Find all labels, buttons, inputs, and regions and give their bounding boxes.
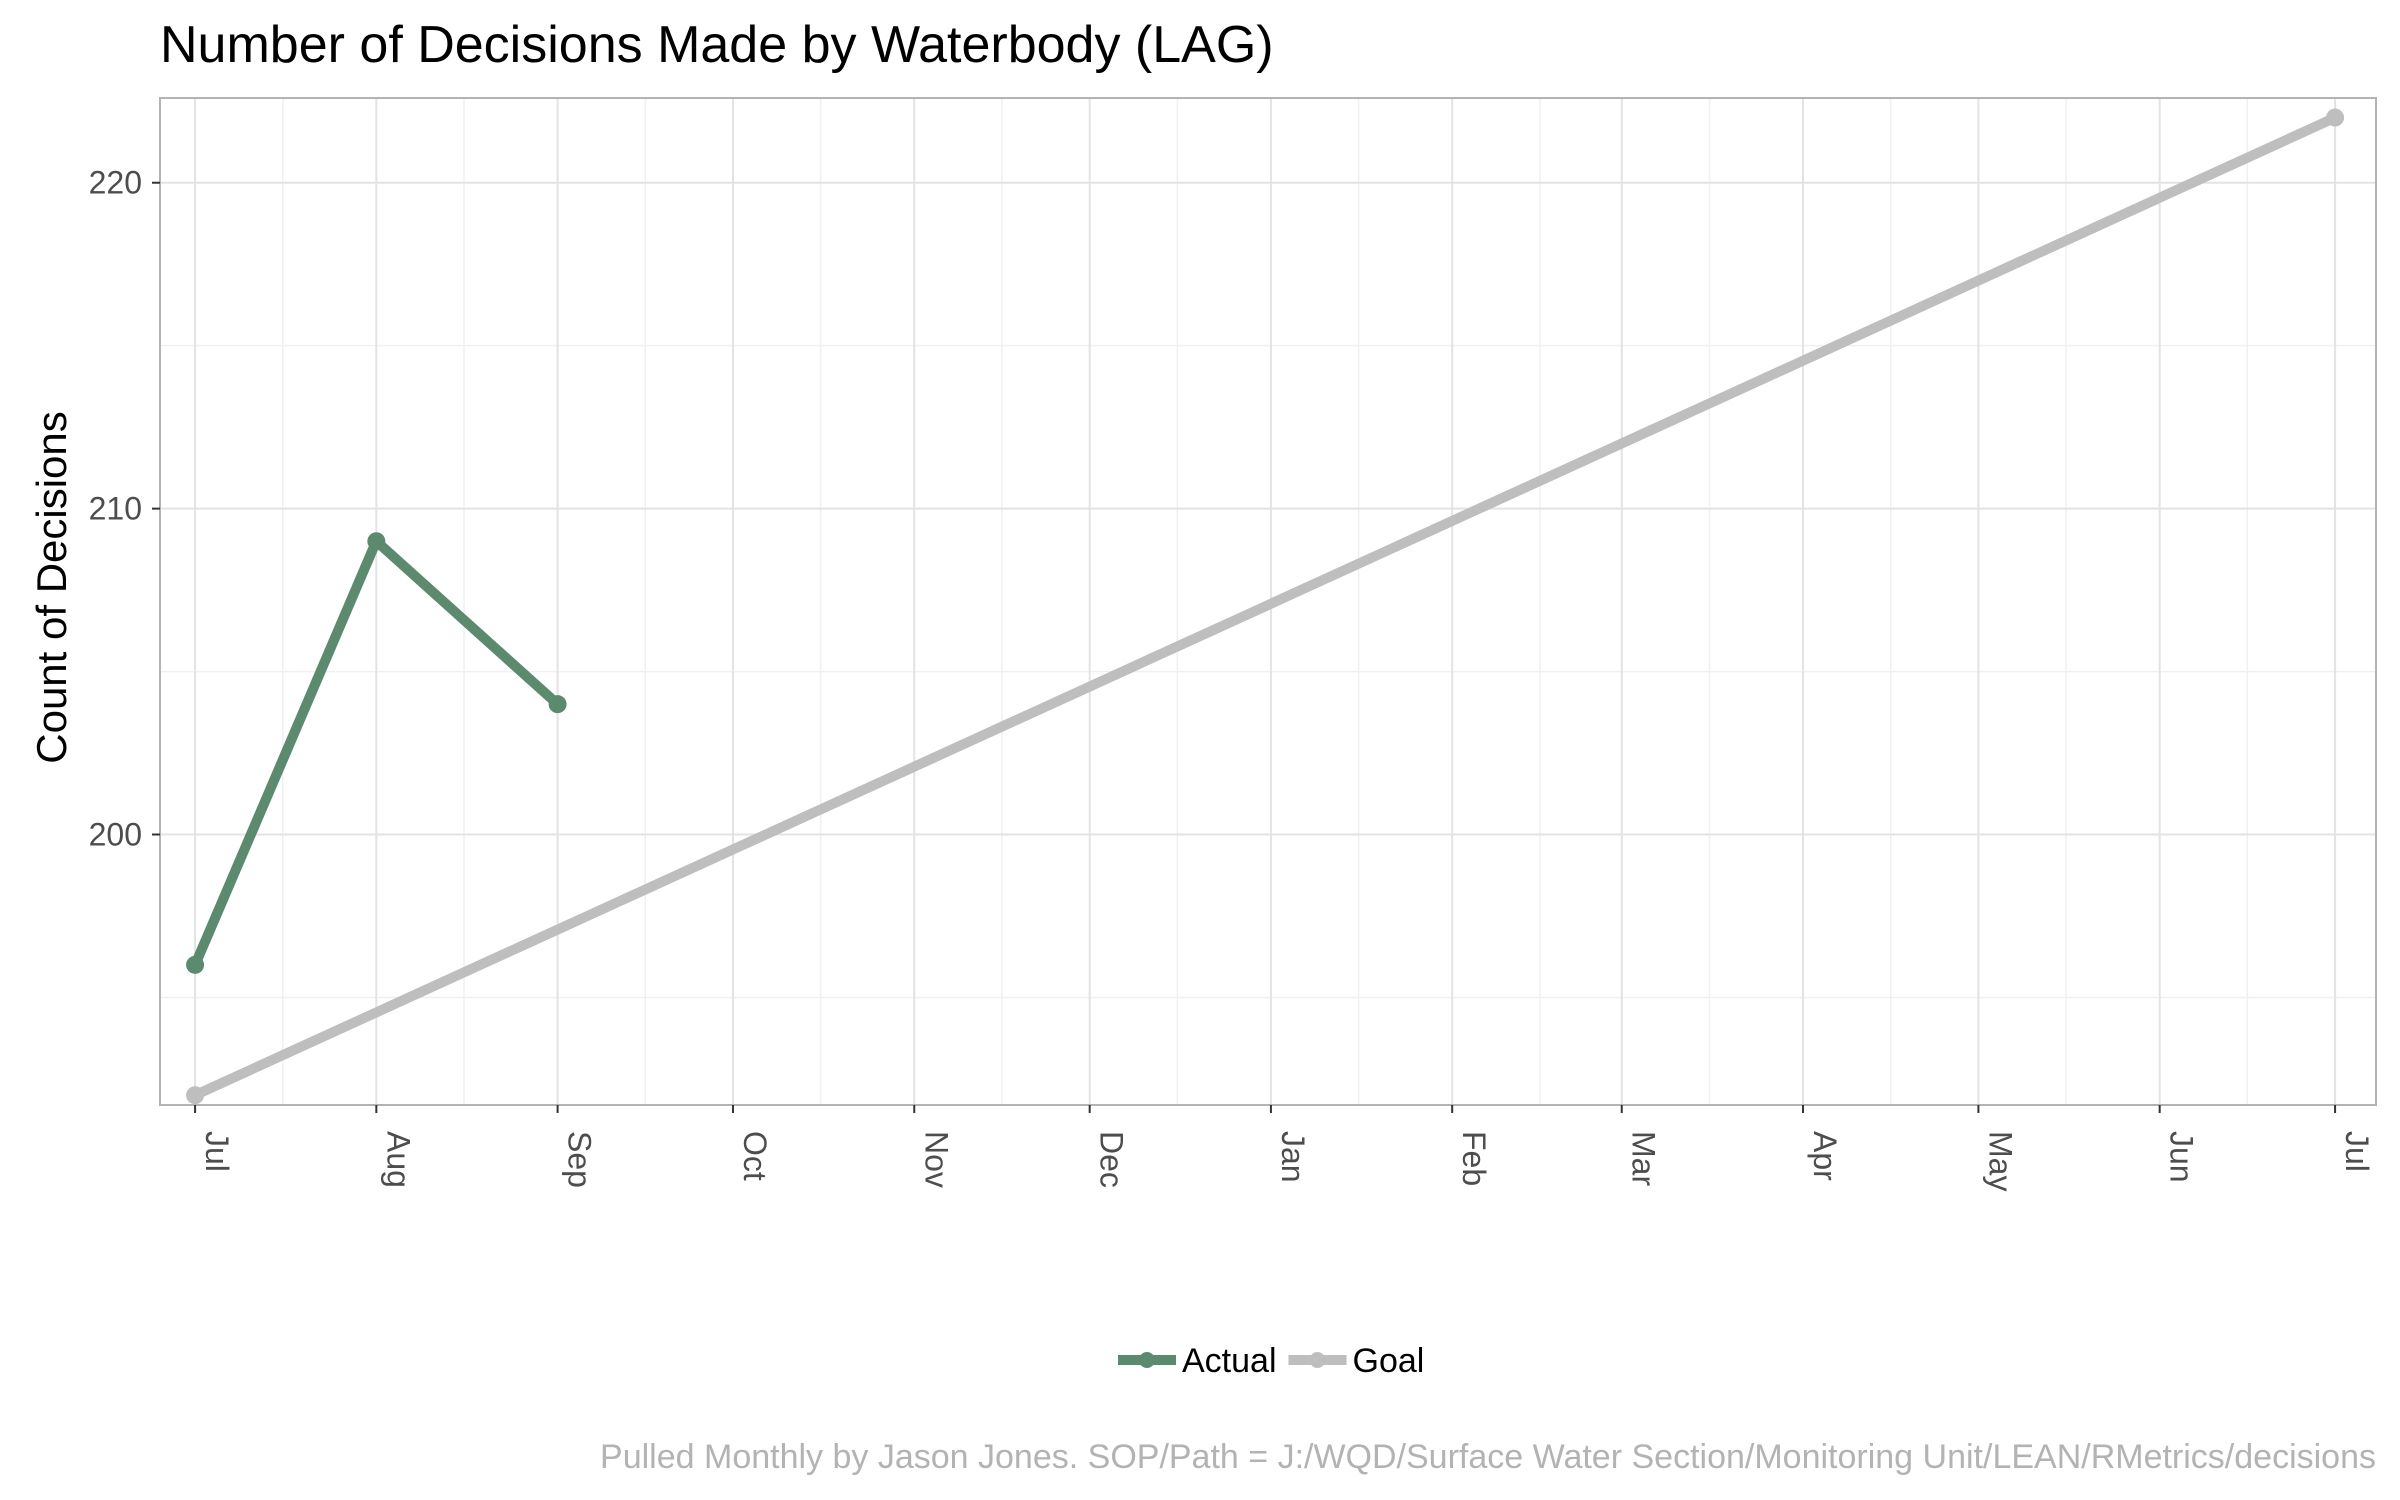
x-tick-label: Nov: [918, 1131, 954, 1188]
chart-caption: Pulled Monthly by Jason Jones. SOP/Path …: [600, 1438, 2376, 1476]
x-tick-label: Feb: [1456, 1131, 1492, 1186]
axes: 200 210 220 Jul Aug Sep Oct Nov Dec Jan Feb Mar Apr M…: [89, 165, 2375, 1192]
plot-panel-border: [159, 97, 2377, 1106]
x-tick-label: Oct: [737, 1131, 773, 1181]
x-tick-label: Dec: [1094, 1131, 1130, 1188]
y-tick-label: 200: [89, 817, 142, 853]
grid: [160, 98, 2376, 1105]
x-tick-label: Sep: [562, 1131, 598, 1188]
x-tick-label: Apr: [1807, 1131, 1843, 1181]
series-layer: [186, 108, 2345, 1105]
series-line-goal: [193, 113, 2338, 1100]
chart-title: Number of Decisions Made by Waterbody (L…: [160, 16, 1274, 74]
x-tick-label: Jun: [2164, 1131, 2200, 1183]
legend-label-goal: Goal: [1353, 1342, 1425, 1380]
y-tick-label: 220: [89, 165, 142, 201]
data-point-actual: [548, 695, 567, 714]
legend: Actual Goal: [1118, 1342, 1424, 1380]
data-point-goal: [2326, 108, 2345, 127]
legend-label-actual: Actual: [1182, 1342, 1277, 1380]
legend-swatch-point-actual: [1139, 1352, 1155, 1368]
legend-swatch-point-goal: [1309, 1352, 1326, 1368]
x-tick-label: May: [1982, 1131, 2018, 1191]
y-tick-label: 210: [89, 491, 142, 527]
x-tick-label: Mar: [1626, 1131, 1662, 1186]
legend-key-goal: Goal: [1288, 1342, 1425, 1380]
x-tick-label: Aug: [380, 1131, 416, 1188]
x-tick-label: Jul: [199, 1131, 235, 1172]
data-point-actual: [367, 532, 386, 551]
legend-key-actual: Actual: [1118, 1342, 1277, 1380]
data-point-actual: [186, 955, 205, 974]
x-tick-label: Jan: [1275, 1131, 1311, 1183]
y-axis-title: Count of Decisions: [28, 411, 75, 764]
x-tick-label: Jul: [2339, 1131, 2375, 1172]
data-point-goal: [186, 1086, 205, 1105]
